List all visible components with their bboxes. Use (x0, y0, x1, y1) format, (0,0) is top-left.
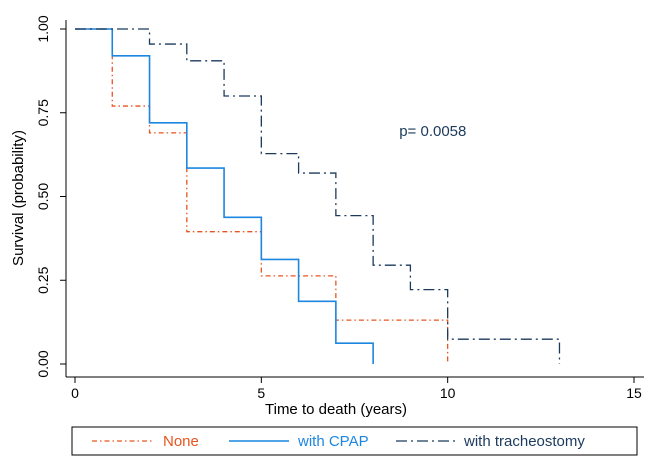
x-tick-label: 0 (71, 385, 79, 401)
x-axis-title: Time to death (years) (265, 401, 407, 418)
x-ticks: 0 5 10 15 (71, 377, 642, 401)
x-tick-label: 15 (626, 385, 642, 401)
legend-label-with-cpap: with CPAP (297, 433, 369, 450)
plot-area (66, 20, 644, 377)
series-with-tracheostomy-line (75, 28, 561, 364)
p-value-annotation: p= 0.0058 (399, 123, 466, 140)
y-axis-title: Survival (probability) (10, 130, 27, 266)
y-tick-label: 1.00 (35, 15, 51, 42)
y-tick-label: 0.50 (35, 183, 51, 210)
x-tick-label: 5 (257, 385, 265, 401)
y-tick-label: 0.75 (35, 99, 51, 126)
series-layer (75, 28, 561, 364)
legend: None with CPAP with tracheostomy (71, 426, 638, 456)
legend-label-with-tracheostomy: with tracheostomy (463, 433, 585, 450)
y-tick-label: 0.25 (35, 266, 51, 293)
legend-label-none: None (163, 433, 199, 450)
legend-box (71, 426, 638, 456)
y-tick-label: 0.00 (35, 350, 51, 377)
series-with-cpap-line (75, 28, 374, 364)
y-ticks: 0.00 0.25 0.50 0.75 1.00 (35, 15, 66, 378)
x-tick-label: 10 (440, 385, 456, 401)
